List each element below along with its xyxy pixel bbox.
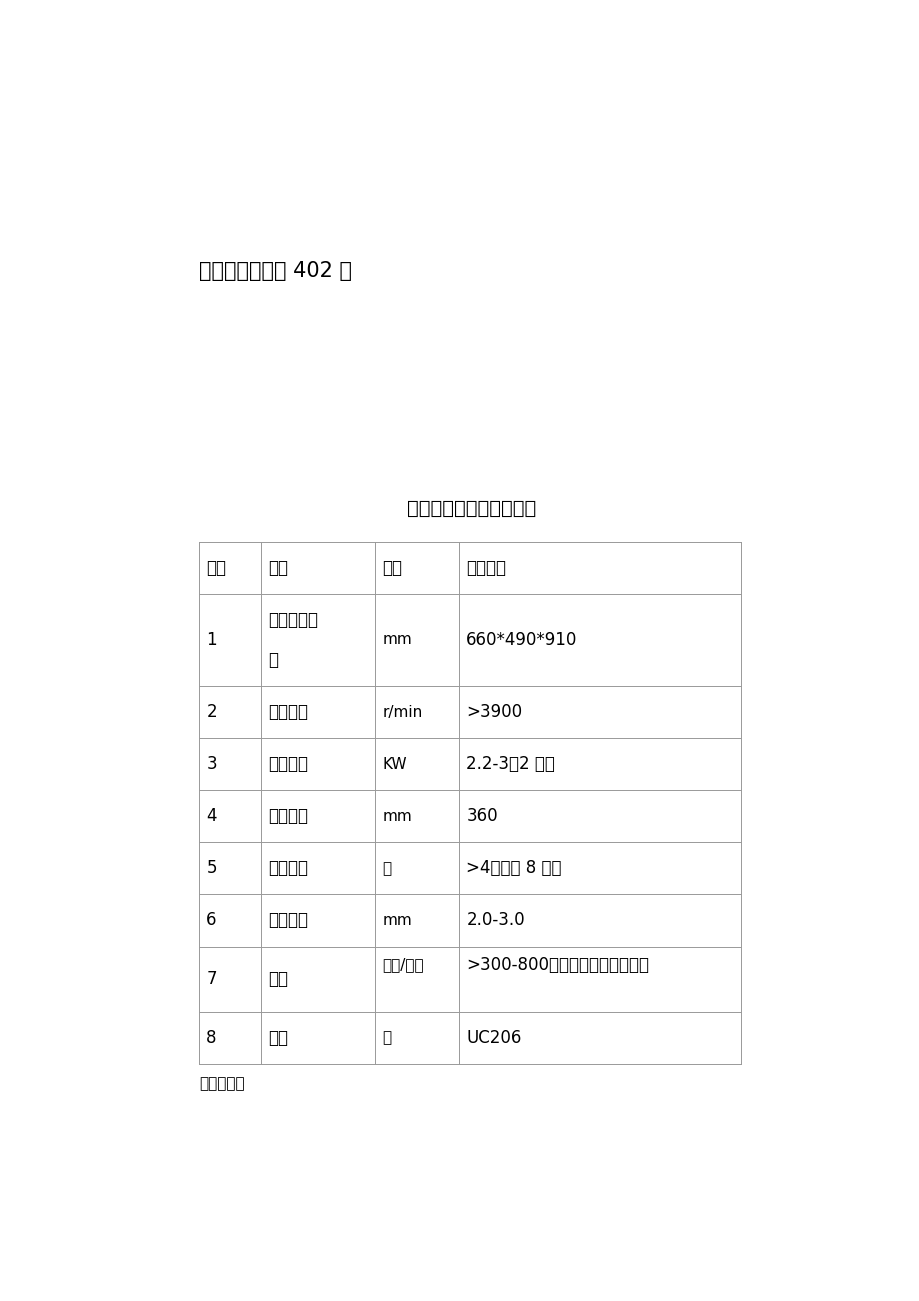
Text: 主轴转速: 主轴转速 <box>268 703 308 721</box>
Text: 公斤/小时: 公斤/小时 <box>382 958 424 972</box>
Text: UC206: UC206 <box>466 1029 521 1047</box>
Text: 主机外形尺: 主机外形尺 <box>268 610 318 628</box>
Text: r/min: r/min <box>382 705 422 719</box>
Text: 4: 4 <box>206 808 217 825</box>
Text: KW: KW <box>382 757 406 771</box>
Text: 6: 6 <box>206 912 217 929</box>
Text: 1: 1 <box>206 631 217 649</box>
Text: 项目: 项目 <box>268 559 289 576</box>
Text: 360: 360 <box>466 808 497 825</box>
Text: 筛孔直径: 筛孔直径 <box>268 912 308 929</box>
Text: 饲草料加工机械 402 台: 饲草料加工机械 402 台 <box>199 262 352 281</box>
Text: 配套动力: 配套动力 <box>268 755 308 773</box>
Text: 2: 2 <box>206 703 217 721</box>
Text: 单位: 单位 <box>382 559 402 576</box>
Text: 产量: 产量 <box>268 971 289 987</box>
Text: 660*490*910: 660*490*910 <box>466 631 577 649</box>
Text: 2.2-3（2 级）: 2.2-3（2 级） <box>466 755 555 773</box>
Text: 8: 8 <box>206 1029 217 1047</box>
Text: >300-800（根据筛片孔径大小）: >300-800（根据筛片孔径大小） <box>466 956 649 973</box>
Text: 联系电话：: 联系电话： <box>199 1076 244 1092</box>
Text: 主要性能指标及技术参数: 主要性能指标及技术参数 <box>406 500 536 518</box>
Text: mm: mm <box>382 632 412 648</box>
Text: 轴承: 轴承 <box>268 1029 289 1047</box>
Text: 7: 7 <box>206 971 217 987</box>
Text: >4（每组 8 片）: >4（每组 8 片） <box>466 860 562 877</box>
Text: 转子直径: 转子直径 <box>268 808 308 825</box>
Text: >3900: >3900 <box>466 703 522 721</box>
Text: 2.0-3.0: 2.0-3.0 <box>466 912 525 929</box>
Text: 3: 3 <box>206 755 217 773</box>
Text: mm: mm <box>382 809 412 824</box>
Text: mm: mm <box>382 913 412 928</box>
Text: 5: 5 <box>206 860 217 877</box>
Text: 技术数据: 技术数据 <box>466 559 505 576</box>
Text: 套: 套 <box>382 1030 391 1045</box>
Text: 寸: 寸 <box>268 652 278 669</box>
Text: 锤片数量: 锤片数量 <box>268 860 308 877</box>
Text: 组: 组 <box>382 861 391 876</box>
Text: 序号: 序号 <box>206 559 226 576</box>
